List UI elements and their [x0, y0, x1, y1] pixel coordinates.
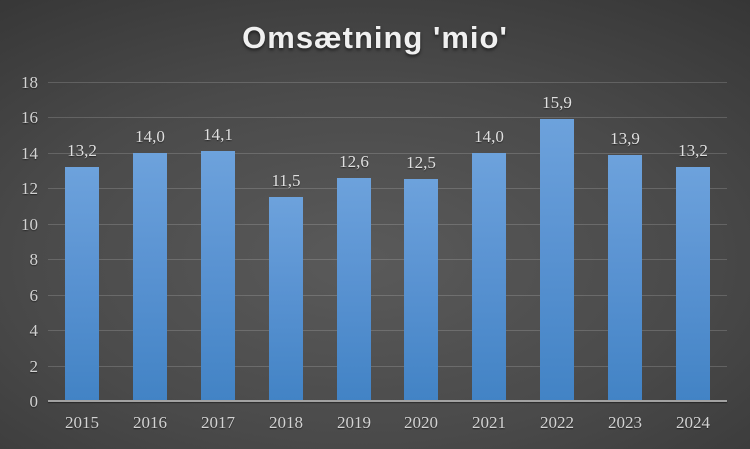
x-tick-label: 2022	[540, 413, 574, 432]
gridline	[48, 259, 727, 260]
bar-value-label: 12,5	[406, 153, 436, 172]
gridline	[48, 224, 727, 225]
bar-value-label: 12,6	[339, 152, 369, 171]
y-tick-label: 2	[29, 357, 39, 376]
x-tick-label: 2015	[65, 413, 99, 432]
x-tick-label: 2017	[201, 413, 235, 432]
gridline	[48, 188, 727, 189]
gridline	[48, 295, 727, 296]
bar-value-label: 14,0	[135, 127, 165, 146]
y-tick-label: 0	[29, 392, 39, 411]
y-tick-label: 6	[29, 286, 39, 305]
x-tick-label: 2016	[133, 413, 167, 432]
bar	[404, 179, 438, 401]
bar	[608, 155, 642, 401]
gridline	[48, 82, 727, 83]
gridline	[48, 117, 727, 118]
x-tick-label: 2024	[676, 413, 710, 432]
bar-value-label: 15,9	[542, 93, 572, 112]
x-tick-label: 2018	[269, 413, 303, 432]
bar	[337, 178, 371, 401]
gridline	[48, 366, 727, 367]
bar-value-label: 14,1	[203, 125, 233, 144]
x-tick-label: 2020	[404, 413, 438, 432]
y-tick-label: 10	[21, 215, 38, 234]
bar-value-label: 11,5	[271, 171, 301, 190]
bar-value-label: 13,2	[67, 141, 97, 160]
bar-value-label: 13,9	[610, 129, 640, 148]
chart-title: Omsætning 'mio'	[242, 20, 508, 55]
bar	[133, 153, 167, 401]
y-tick-label: 14	[21, 144, 38, 163]
bar	[269, 197, 303, 401]
x-tick-label: 2019	[337, 413, 371, 432]
bar-value-label: 14,0	[474, 127, 504, 146]
bar	[472, 153, 506, 401]
bar	[65, 167, 99, 401]
gridline	[48, 153, 727, 154]
y-tick-label: 18	[21, 73, 38, 92]
gridline	[48, 330, 727, 331]
y-tick-label: 12	[21, 179, 38, 198]
y-tick-label: 8	[29, 250, 39, 269]
x-tick-label: 2021	[472, 413, 506, 432]
bar	[540, 119, 574, 401]
bar-value-label: 13,2	[678, 141, 708, 160]
bar	[201, 151, 235, 401]
y-tick-label: 16	[21, 108, 38, 127]
x-axis-line	[48, 400, 727, 402]
y-tick-label: 4	[29, 321, 39, 340]
bar	[676, 167, 710, 401]
x-tick-label: 2023	[608, 413, 642, 432]
